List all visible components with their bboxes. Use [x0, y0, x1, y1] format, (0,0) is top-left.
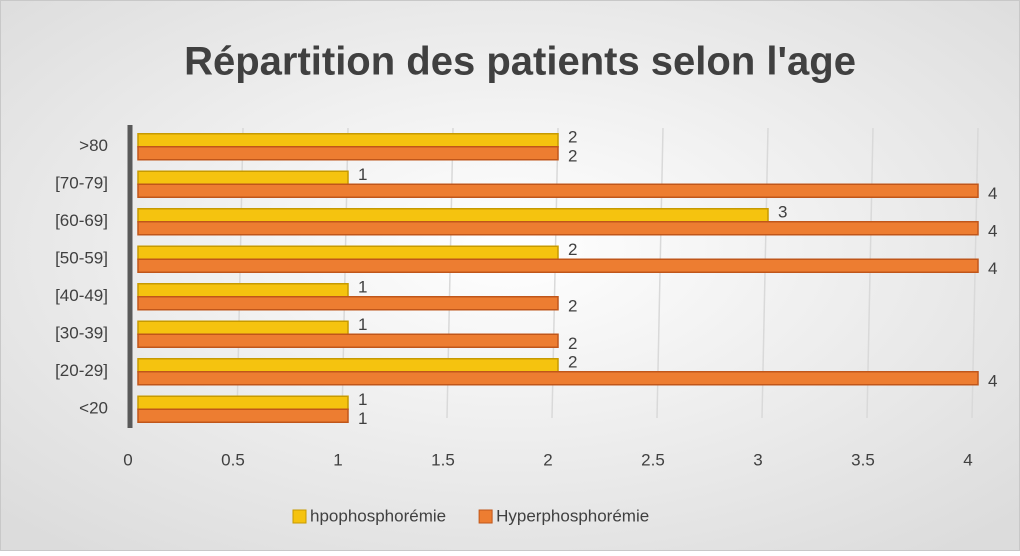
data-label: 4: [988, 222, 997, 241]
legend-label: Hyperphosphorémie: [496, 506, 649, 525]
bar: [137, 320, 349, 335]
bar: [137, 208, 769, 223]
x-tick-label: 3.5: [851, 450, 875, 469]
bar: [137, 358, 559, 373]
x-tick-label: 2: [543, 450, 552, 469]
x-tick-label: 1.5: [431, 450, 455, 469]
y-tick-label: [20-29]: [55, 361, 108, 380]
y-tick-label: [30-39]: [55, 324, 108, 343]
x-tick-label: 0.5: [221, 450, 245, 469]
bar: [137, 221, 979, 236]
data-label: 1: [358, 315, 367, 334]
x-tick-label: 2.5: [641, 450, 665, 469]
data-label: 4: [988, 184, 997, 203]
bar: [137, 146, 559, 161]
data-label: 1: [358, 390, 367, 409]
x-tick-label: 0: [123, 450, 132, 469]
x-tick-label: 4: [963, 450, 972, 469]
legend-swatch: [478, 509, 493, 524]
chart-title: Répartition des patients selon l'age: [184, 40, 856, 84]
data-label: 2: [568, 353, 577, 372]
bar: [137, 395, 349, 410]
data-label: 2: [568, 147, 577, 166]
y-tick-label: [60-69]: [55, 211, 108, 230]
bar: [137, 245, 559, 260]
data-label: 1: [358, 165, 367, 184]
bar: [137, 133, 559, 148]
bar: [137, 296, 559, 311]
data-label: 1: [358, 409, 367, 428]
y-tick-label: [70-79]: [55, 174, 108, 193]
bar: [137, 371, 979, 386]
bar: [137, 258, 979, 273]
data-label: 2: [568, 334, 577, 353]
data-label: 2: [568, 240, 577, 259]
y-tick-label: [50-59]: [55, 249, 108, 268]
y-tick-label: <20: [79, 399, 108, 418]
bar: [137, 183, 979, 198]
data-label: 2: [568, 128, 577, 147]
y-tick-label: [40-49]: [55, 286, 108, 305]
bar: [137, 283, 349, 298]
x-tick-label: 1: [333, 450, 342, 469]
data-label: 1: [358, 278, 367, 297]
legend-swatch: [292, 509, 307, 524]
data-label: 2: [568, 297, 577, 316]
x-tick-label: 3: [753, 450, 762, 469]
data-label: 3: [778, 203, 787, 222]
y-tick-label: >80: [79, 136, 108, 155]
data-label: 4: [988, 259, 997, 278]
legend-label: hpophosphorémie: [310, 506, 446, 525]
bar: [137, 408, 349, 423]
data-label: 4: [988, 372, 997, 391]
bar: [137, 333, 559, 348]
bar: [137, 170, 349, 185]
